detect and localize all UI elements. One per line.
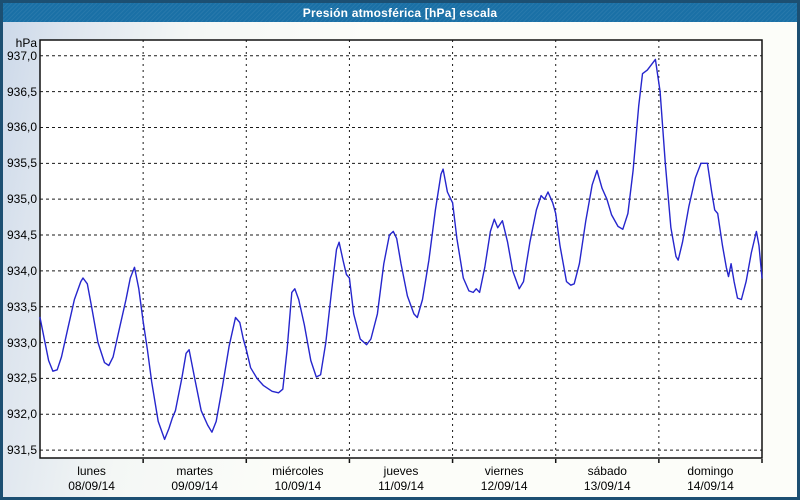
x-axis-day-label: sábado bbox=[552, 464, 662, 479]
y-axis-tick-label: 936,0 bbox=[0, 120, 37, 134]
y-axis-tick-label: 932,0 bbox=[0, 407, 37, 421]
pressure-line-chart bbox=[0, 0, 800, 500]
y-axis-tick-label: 935,0 bbox=[0, 192, 37, 206]
x-axis-day-label: jueves bbox=[346, 464, 456, 479]
pressure-chart-window: Presión atmosférica [hPa] escala hPa937,… bbox=[0, 0, 800, 500]
x-axis-day-label: viernes bbox=[449, 464, 559, 479]
x-axis-date-label: 10/09/14 bbox=[243, 479, 353, 494]
x-axis-day-label: domingo bbox=[655, 464, 765, 479]
y-axis-unit-label: hPa bbox=[0, 36, 37, 50]
y-axis-tick-label: 937,0 bbox=[0, 49, 37, 63]
y-axis-tick-label: 932,5 bbox=[0, 371, 37, 385]
x-axis-date-label: 08/09/14 bbox=[37, 479, 147, 494]
y-axis-tick-label: 931,5 bbox=[0, 443, 37, 457]
y-axis-tick-label: 936,5 bbox=[0, 85, 37, 99]
plot-area bbox=[40, 40, 762, 458]
x-axis-date-label: 09/09/14 bbox=[140, 479, 250, 494]
y-axis-tick-label: 934,5 bbox=[0, 228, 37, 242]
x-axis-day-label: martes bbox=[140, 464, 250, 479]
x-axis-date-label: 13/09/14 bbox=[552, 479, 662, 494]
x-axis-date-label: 14/09/14 bbox=[655, 479, 765, 494]
y-axis-tick-label: 933,5 bbox=[0, 300, 37, 314]
x-axis-day-label: miércoles bbox=[243, 464, 353, 479]
y-axis-tick-label: 935,5 bbox=[0, 156, 37, 170]
x-axis-date-label: 11/09/14 bbox=[346, 479, 456, 494]
y-axis-tick-label: 934,0 bbox=[0, 264, 37, 278]
y-axis-tick-label: 933,0 bbox=[0, 336, 37, 350]
x-axis-date-label: 12/09/14 bbox=[449, 479, 559, 494]
x-axis-day-label: lunes bbox=[37, 464, 147, 479]
